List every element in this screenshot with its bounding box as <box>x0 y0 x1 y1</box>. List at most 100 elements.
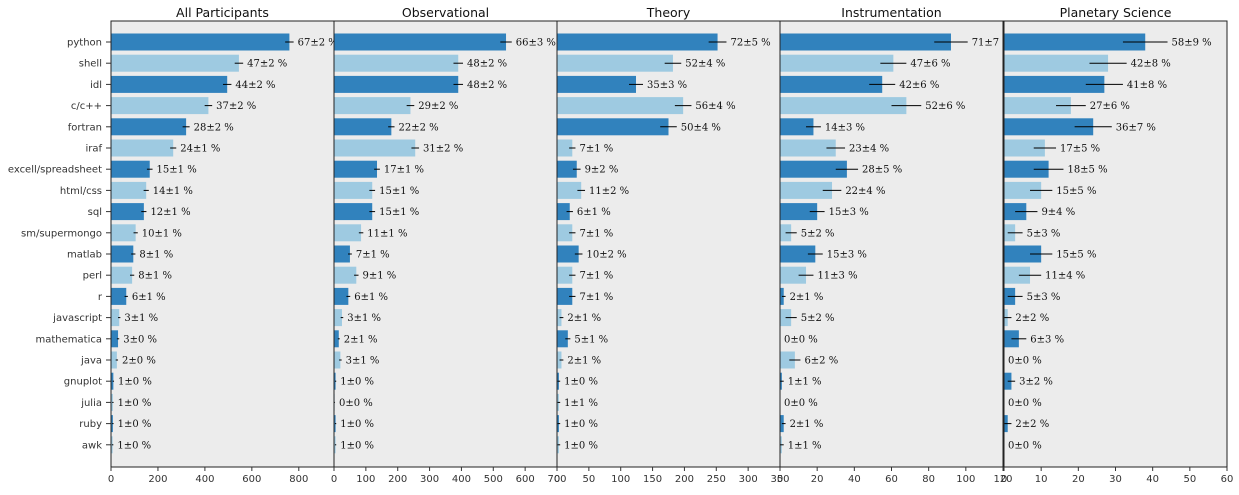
bar <box>557 160 577 178</box>
panel-4: 58±9 %42±8 % 41±8 % 27±6 % 36±7 % 17±5 % 18±5… <box>1001 5 1234 485</box>
data-label: 1±0 % <box>340 377 374 388</box>
x-tick-label: 400 <box>195 474 214 485</box>
bar <box>334 75 459 93</box>
panel-3: 71±7 % 47±6 % 42±6 % 52±6 % 14±3 % 23±4 % 28±5… <box>777 5 1013 485</box>
data-label: 7±1 % <box>579 271 613 282</box>
bar <box>111 309 120 327</box>
x-tick-label: 350 <box>770 474 789 485</box>
category-label: julia <box>80 398 102 409</box>
data-label: 24±1 % <box>180 144 220 155</box>
bar <box>334 415 336 433</box>
bar <box>111 436 113 454</box>
x-tick-label: 600 <box>516 474 535 485</box>
bar <box>111 224 136 242</box>
bar <box>557 118 669 136</box>
bar <box>334 203 373 221</box>
data-label: 15±1 % <box>379 207 419 218</box>
data-label: 1±0 % <box>564 377 598 388</box>
bar <box>111 351 117 369</box>
data-label: 1±0 % <box>340 440 374 451</box>
data-label: 1±1 % <box>788 440 822 451</box>
bar <box>780 97 907 115</box>
bar <box>334 160 378 178</box>
data-label: 8±1 % <box>138 271 172 282</box>
bar <box>1004 97 1071 115</box>
bar <box>557 224 573 242</box>
data-label: 15±3 % <box>829 207 869 218</box>
bar <box>557 54 673 72</box>
data-label: 9±1 % <box>363 271 397 282</box>
data-label: 52±6 % <box>925 101 965 112</box>
data-label: 1±0 % <box>118 419 152 430</box>
panel-title: Observational <box>402 5 489 20</box>
data-label: 7±1 % <box>579 228 613 239</box>
x-tick-label: 50 <box>582 474 595 485</box>
bar <box>1004 266 1031 284</box>
data-label: 7±1 % <box>579 144 613 155</box>
data-label: 41±8 % <box>1127 80 1167 91</box>
bar <box>111 330 119 348</box>
category-label: sql <box>88 207 102 218</box>
bar <box>557 33 718 51</box>
data-label: 58±9 % <box>1172 38 1212 49</box>
data-label: 72±5 % <box>730 38 770 49</box>
category-label: c/c++ <box>71 101 102 112</box>
bar <box>780 245 816 263</box>
panel-title: Planetary Science <box>1060 5 1172 20</box>
data-label: 3±1 % <box>347 313 381 324</box>
category-label: excell/spreadsheet <box>8 165 102 176</box>
x-tick-label: 400 <box>452 474 471 485</box>
data-label: 50±4 % <box>681 122 721 133</box>
bar <box>111 287 127 305</box>
data-label: 6±3 % <box>1030 334 1064 345</box>
bar <box>334 118 392 136</box>
data-label: 0±0 % <box>339 398 373 409</box>
bar <box>111 33 290 51</box>
data-label: 5±2 % <box>801 313 835 324</box>
data-label: 2±2 % <box>1015 419 1049 430</box>
x-tick-label: 0 <box>554 474 560 485</box>
bar <box>111 97 209 115</box>
bar <box>557 203 570 221</box>
data-label: 48±2 % <box>467 80 507 91</box>
x-tick-label: 30 <box>1109 474 1122 485</box>
bar <box>334 245 350 263</box>
bar <box>557 266 573 284</box>
data-label: 2±1 % <box>567 313 601 324</box>
data-label: 37±2 % <box>216 101 256 112</box>
data-label: 0±0 % <box>1008 398 1042 409</box>
x-tick-label: 800 <box>289 474 308 485</box>
data-label: 47±6 % <box>910 59 950 70</box>
data-label: 15±1 % <box>379 186 419 197</box>
bar <box>780 203 818 221</box>
category-label: python <box>67 38 102 49</box>
data-label: 5±3 % <box>1027 292 1061 303</box>
x-tick-label: 0 <box>1001 474 1007 485</box>
panel-background <box>1004 21 1227 467</box>
bar <box>1004 181 1042 199</box>
x-tick-label: 20 <box>1072 474 1085 485</box>
data-label: 52±4 % <box>685 59 725 70</box>
bar <box>334 309 342 327</box>
category-label: sm/supermongo <box>21 228 102 239</box>
bar <box>557 309 562 327</box>
bar <box>334 330 339 348</box>
x-tick-label: 60 <box>1221 474 1234 485</box>
bar <box>557 139 573 157</box>
data-label: 2±2 % <box>1015 313 1049 324</box>
category-label: java <box>80 356 102 367</box>
category-label: gnuplot <box>64 377 102 388</box>
bar <box>334 33 507 51</box>
bar <box>334 97 411 115</box>
bar <box>1004 118 1094 136</box>
category-label: r <box>98 292 103 303</box>
data-label: 44±2 % <box>235 80 275 91</box>
data-label: 42±6 % <box>899 80 939 91</box>
bar <box>334 287 349 305</box>
data-label: 6±1 % <box>354 292 388 303</box>
panel-background <box>334 21 557 467</box>
data-label: 29±2 % <box>418 101 458 112</box>
bar <box>557 287 573 305</box>
panel-title: All Participants <box>176 5 269 20</box>
bar <box>334 351 341 369</box>
